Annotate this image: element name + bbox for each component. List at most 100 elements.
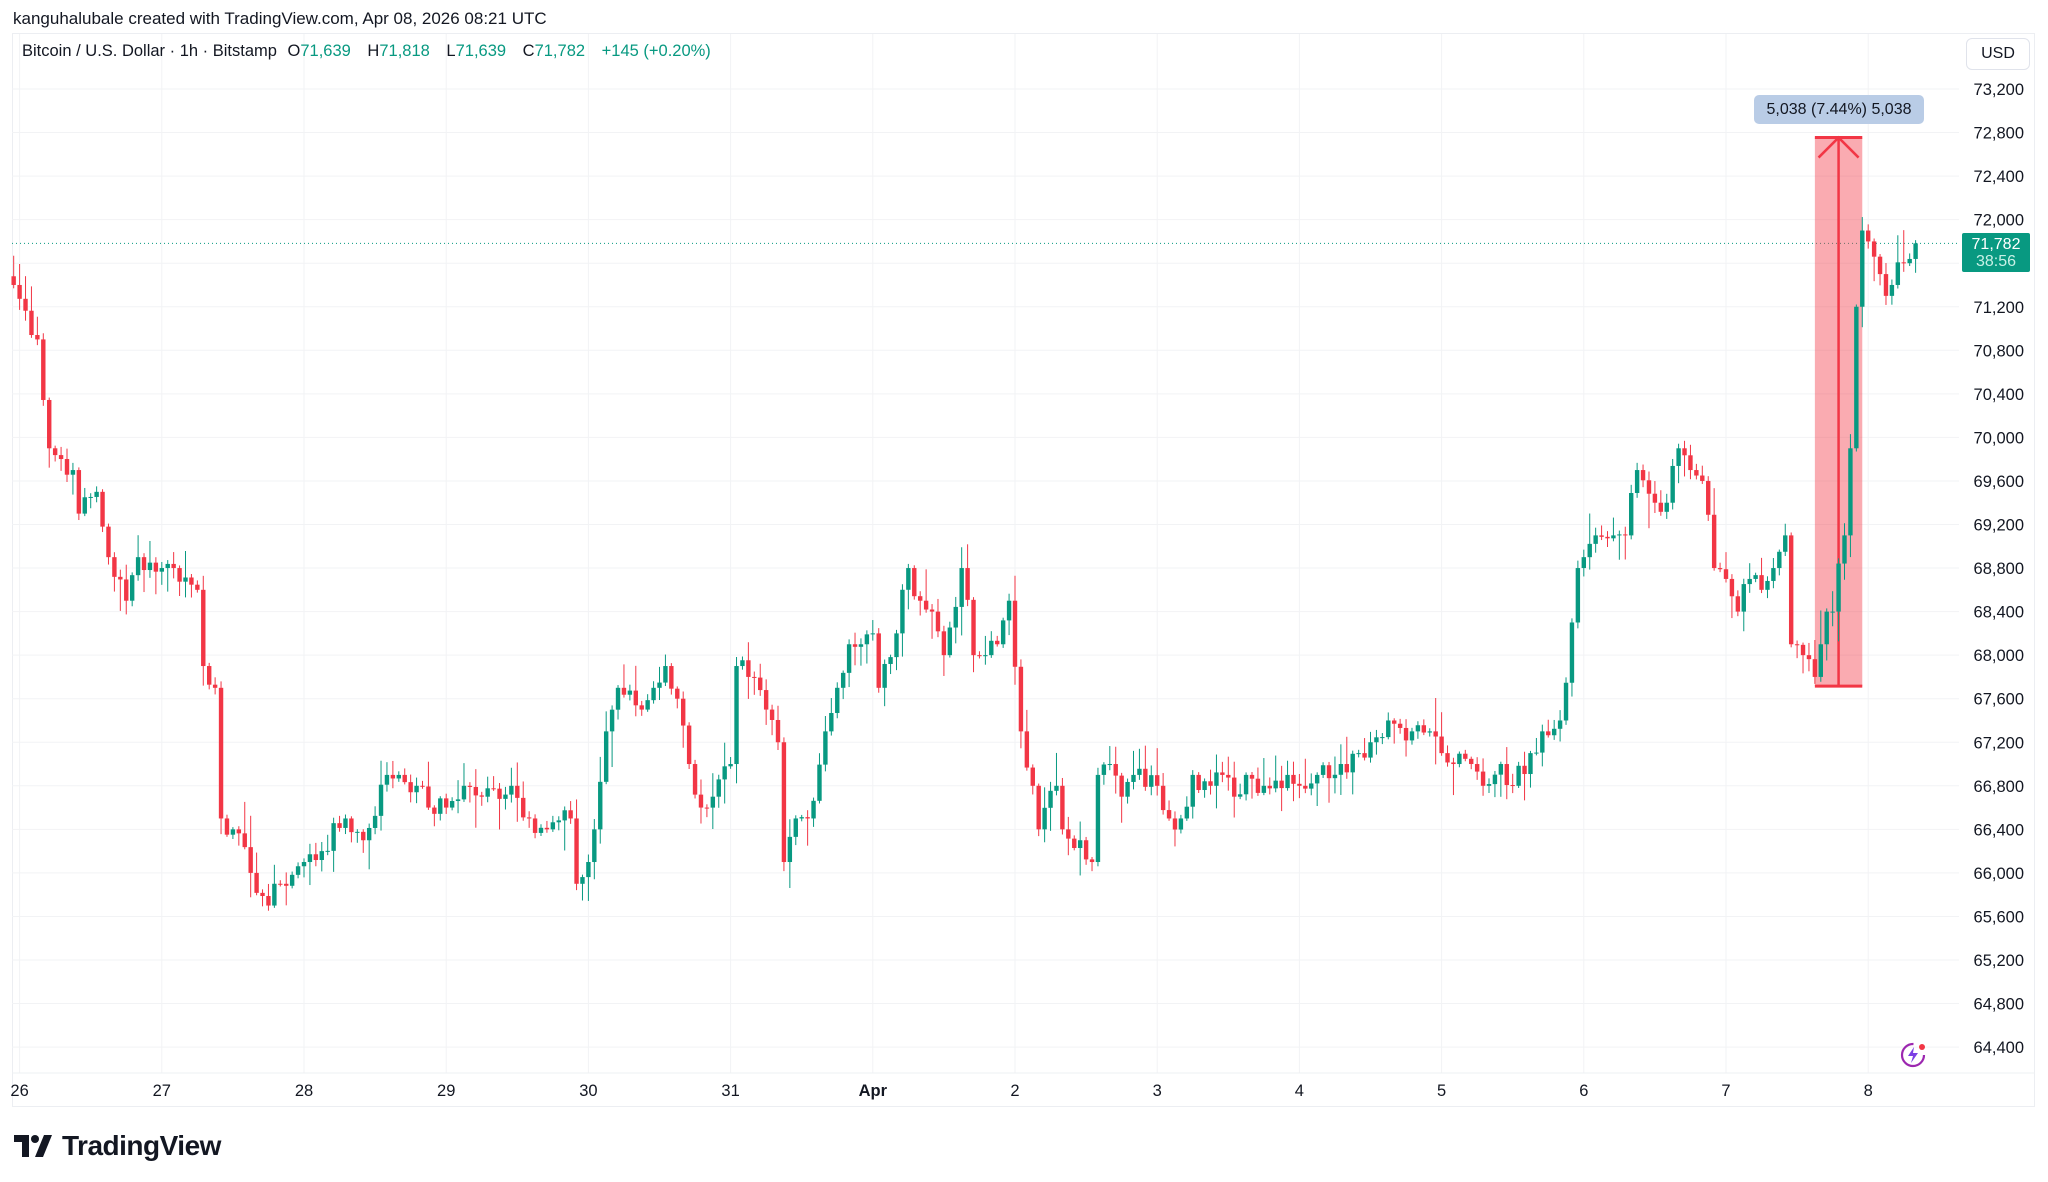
candle-body	[1676, 448, 1681, 466]
candle	[284, 872, 289, 906]
candle-body	[817, 764, 822, 801]
candle-body	[1077, 840, 1083, 849]
candle	[1344, 736, 1349, 779]
candle-body	[88, 496, 93, 498]
candle-body	[218, 687, 224, 819]
candle	[135, 535, 141, 581]
candle-body	[1202, 781, 1207, 791]
candle	[1119, 772, 1124, 823]
time-tick-label: 4	[1295, 1082, 1304, 1100]
candle	[1279, 765, 1284, 812]
candle	[835, 682, 840, 719]
tradingview-logo[interactable]: TradingView	[14, 1130, 221, 1162]
candle-body	[1658, 502, 1664, 512]
candle	[989, 631, 994, 658]
candle-body	[266, 896, 271, 906]
candle-body	[657, 682, 662, 688]
candle-body	[1160, 785, 1166, 811]
candle	[1510, 773, 1515, 794]
candle	[645, 694, 650, 712]
candle	[1261, 758, 1267, 796]
candle-body	[1735, 596, 1741, 612]
candle-body	[1273, 780, 1278, 789]
candle	[414, 777, 419, 804]
currency-button[interactable]: USD	[1966, 38, 2030, 70]
candle	[183, 551, 188, 598]
candle	[1546, 719, 1551, 738]
candle	[1504, 747, 1509, 800]
candle	[852, 632, 858, 666]
candle-body	[1706, 480, 1711, 515]
candle-body	[1575, 568, 1581, 623]
symbol-title[interactable]: Bitcoin / U.S. Dollar · 1h · Bitstamp	[22, 42, 277, 60]
price-tick-label: 72,400	[1974, 168, 2024, 186]
candle	[325, 834, 330, 856]
candle-body	[1824, 611, 1829, 645]
candle-body	[621, 687, 627, 695]
candle-body	[538, 827, 544, 833]
candle	[473, 769, 479, 828]
candle-body	[1054, 785, 1059, 791]
candle-body	[1107, 764, 1112, 766]
time-tick-label: 29	[437, 1082, 455, 1100]
candle-body	[1249, 774, 1255, 779]
candle	[716, 774, 721, 808]
tradingview-logo-icon	[14, 1135, 52, 1157]
candle	[947, 621, 953, 658]
candle	[888, 654, 893, 675]
candle	[207, 662, 212, 690]
candle-body	[1889, 284, 1895, 296]
candle-body	[633, 690, 638, 706]
candle-body	[503, 794, 508, 799]
candle	[331, 817, 336, 872]
candle-body	[1557, 720, 1563, 729]
candle-body	[242, 833, 247, 848]
candle-body	[1747, 578, 1752, 585]
candle	[491, 776, 496, 791]
candle	[272, 864, 277, 908]
candle-body	[995, 640, 1000, 645]
candle-body	[763, 690, 769, 710]
candle	[212, 677, 218, 695]
candle	[218, 681, 224, 835]
candle-body	[254, 872, 259, 893]
candle	[124, 564, 129, 615]
price-tick-label: 72,800	[1974, 125, 2024, 143]
candle-body	[1540, 731, 1545, 753]
candle-body	[1314, 774, 1320, 784]
candle-body	[52, 448, 58, 456]
candle	[1255, 767, 1261, 796]
candle-body	[1723, 569, 1729, 579]
candle-body	[1409, 731, 1415, 741]
candle-body	[1788, 535, 1794, 645]
candle-body	[467, 785, 473, 787]
candle-body	[1101, 764, 1107, 775]
candle	[1208, 769, 1213, 795]
candle-body	[29, 310, 34, 336]
candle-body	[1089, 859, 1095, 863]
candle-body	[544, 827, 550, 830]
candle	[1522, 751, 1527, 801]
price-tick-label: 70,400	[1974, 386, 2024, 404]
candle	[1303, 758, 1308, 794]
candle	[1000, 617, 1006, 648]
candle-body	[971, 599, 976, 656]
candle-body	[1421, 725, 1427, 733]
candle	[361, 829, 366, 853]
candle	[349, 816, 354, 843]
candle	[467, 782, 473, 803]
candle	[746, 642, 751, 699]
candle-body	[562, 810, 567, 821]
candle	[781, 737, 787, 872]
candle	[521, 781, 526, 821]
candle	[876, 628, 881, 693]
candle-body	[212, 684, 218, 688]
candle	[1646, 471, 1652, 529]
candle	[1089, 856, 1095, 872]
candle	[1314, 772, 1320, 807]
lightning-assistant-icon[interactable]	[1898, 1040, 1928, 1070]
candle	[1593, 527, 1598, 553]
candle	[556, 816, 561, 831]
